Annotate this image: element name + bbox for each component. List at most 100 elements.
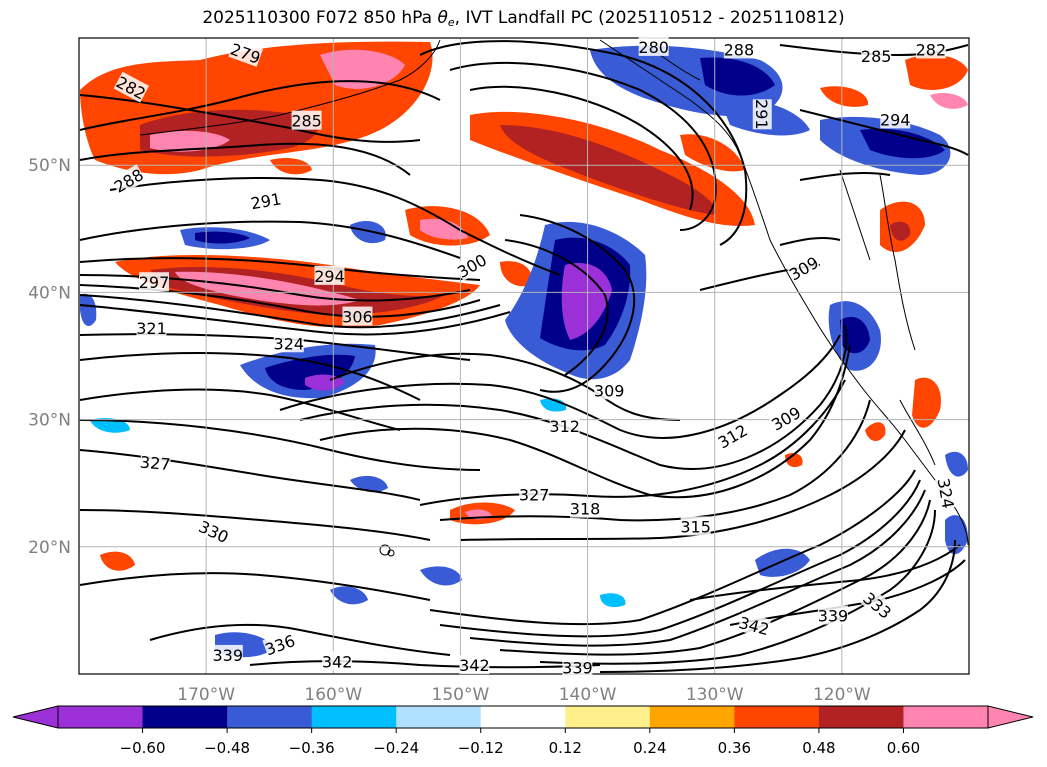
contour-label-text-8: 306 xyxy=(342,308,373,327)
contour-label-27: 339 xyxy=(818,605,849,625)
contour-label-text-34: 280 xyxy=(638,38,669,57)
contour-label-31: 285 xyxy=(861,45,892,66)
colorbar-frame xyxy=(57,705,989,729)
contour-label-text-20: 330 xyxy=(196,517,232,547)
colorbar-tick-label-1: −0.48 xyxy=(204,739,250,757)
colorbar-tick-label-4: −0.12 xyxy=(458,739,504,757)
colorbar-swatch-7 xyxy=(649,706,735,728)
contour-label-21: 336 xyxy=(262,630,298,659)
contour-label-text-35: 291 xyxy=(752,99,771,130)
contour-label-text-29: 324 xyxy=(934,477,958,510)
contour-label-text-28: 333 xyxy=(859,589,895,623)
contour-label-text-23: 342 xyxy=(322,652,353,671)
colorbar-swatch-9 xyxy=(818,706,904,728)
lon-label-3: 140°W xyxy=(559,685,617,705)
colorbar-swatch-2 xyxy=(227,706,313,728)
colorbar-tick-label-6: 0.24 xyxy=(633,739,666,757)
lon-label-5: 120°W xyxy=(813,685,871,705)
lon-label-4: 130°W xyxy=(686,685,744,705)
title-prefix: 2025110300 F072 850 hPa xyxy=(202,8,433,28)
contour-label-4: 291 xyxy=(249,188,283,213)
contour-label-34: 280 xyxy=(638,36,669,57)
contour-label-text-24: 342 xyxy=(459,656,490,675)
contour-label-text-7: 300 xyxy=(454,250,490,282)
contour-label-text-10: 324 xyxy=(274,334,305,353)
contour-label-10: 324 xyxy=(274,333,305,353)
contour-label-7: 300 xyxy=(453,249,490,282)
colorbar-tick-label-3: −0.24 xyxy=(373,739,419,757)
contour-label-30: 294 xyxy=(880,109,911,129)
colorbar-tick-label-7: 0.36 xyxy=(718,739,751,757)
colorbar-swatch-1 xyxy=(142,706,228,728)
contour-label-text-33: 288 xyxy=(724,40,755,59)
contour-label-text-32: 282 xyxy=(916,40,947,59)
graticule xyxy=(79,38,969,674)
lat-label-1: 30°N xyxy=(28,411,71,431)
contour-label-32: 282 xyxy=(916,39,947,59)
contour-label-text-21: 336 xyxy=(262,631,297,659)
contour-label-text-12: 312 xyxy=(549,417,580,436)
contour-label-28: 333 xyxy=(859,588,896,623)
contour-label-9: 321 xyxy=(136,318,167,338)
contour-label-text-30: 294 xyxy=(880,110,911,129)
lon-label-0: 170°W xyxy=(177,685,235,705)
lat-label-0: 20°N xyxy=(28,538,71,558)
pc-shading xyxy=(80,41,968,658)
colorbar-swatch-0 xyxy=(58,706,144,728)
contour-label-text-31: 285 xyxy=(861,47,892,66)
contour-label-22: 339 xyxy=(212,644,243,665)
colorbar-tick-label-2: −0.36 xyxy=(289,739,335,757)
contour-label-11: 309 xyxy=(594,380,625,400)
contour-label-text-27: 339 xyxy=(818,606,849,625)
contour-label-6: 297 xyxy=(139,272,170,292)
map-frame xyxy=(78,37,970,675)
colorbar-tick-label-8: 0.48 xyxy=(802,739,835,757)
colorbar-tick-label-9: 0.60 xyxy=(887,739,920,757)
title-suffix: , IVT Landfall PC (2025110512 - 20251108… xyxy=(454,8,845,28)
contour-label-26: 342 xyxy=(737,612,771,639)
contour-label-8: 306 xyxy=(342,306,373,327)
colorbar: −0.60 −0.48 −0.36 −0.24 −0.12 0.12 0.24 0.36 0.4… xyxy=(12,705,1034,757)
contour-label-text-16: 327 xyxy=(139,453,171,475)
contour-label-text-11: 309 xyxy=(594,381,625,400)
contour-label-19: 315 xyxy=(680,516,711,536)
map-title: 2025110300 F072 850 hPa θe, IVT Landfall… xyxy=(0,8,1047,29)
contour-label-35: 291 xyxy=(752,99,772,130)
title-theta-subscript: e xyxy=(447,16,455,29)
contour-label-text-25: 339 xyxy=(562,659,593,678)
contour-label-text-18: 318 xyxy=(570,500,601,519)
colorbar-extend-high xyxy=(987,705,1034,729)
coastlines xyxy=(139,39,969,557)
title-theta-symbol: θ xyxy=(437,8,448,28)
contour-label-29: 324 xyxy=(934,477,959,510)
colorbar-swatch-6 xyxy=(565,706,651,728)
contour-label-20: 330 xyxy=(196,516,232,547)
colorbar-swatch-3 xyxy=(311,706,397,728)
contour-label-text-17: 327 xyxy=(519,486,550,505)
colorbar-swatch-10 xyxy=(903,706,989,728)
contour-label-text-4: 291 xyxy=(249,189,282,213)
contour-label-text-22: 339 xyxy=(212,646,243,665)
contour-label-12: 312 xyxy=(549,415,580,436)
contour-label-text-6: 297 xyxy=(139,273,170,292)
contour-label-5: 294 xyxy=(314,265,345,286)
colorbar-swatch-4 xyxy=(396,706,482,728)
colorbar-tick-label-5: 0.12 xyxy=(549,739,582,757)
lat-label-3: 50°N xyxy=(28,156,71,176)
contour-label-text-5: 294 xyxy=(314,267,345,286)
contour-label-text-2: 285 xyxy=(291,112,322,131)
lon-label-2: 150°W xyxy=(432,685,490,705)
contour-label-25: 339 xyxy=(562,657,593,678)
contour-label-18: 318 xyxy=(570,498,601,519)
lon-label-1: 160°W xyxy=(304,685,362,705)
lat-label-2: 40°N xyxy=(28,283,71,303)
colorbar-swatch-8 xyxy=(734,706,820,728)
contour-label-text-13: 312 xyxy=(715,421,751,453)
longitude-labels: 170°W 160°W 150°W 140°W 130°W 120°W xyxy=(177,685,871,705)
contour-label-text-14: 309 xyxy=(768,403,804,435)
contour-label-17: 327 xyxy=(519,484,550,505)
contour-label-33: 288 xyxy=(724,39,755,59)
contour-label-text-9: 321 xyxy=(136,319,167,338)
